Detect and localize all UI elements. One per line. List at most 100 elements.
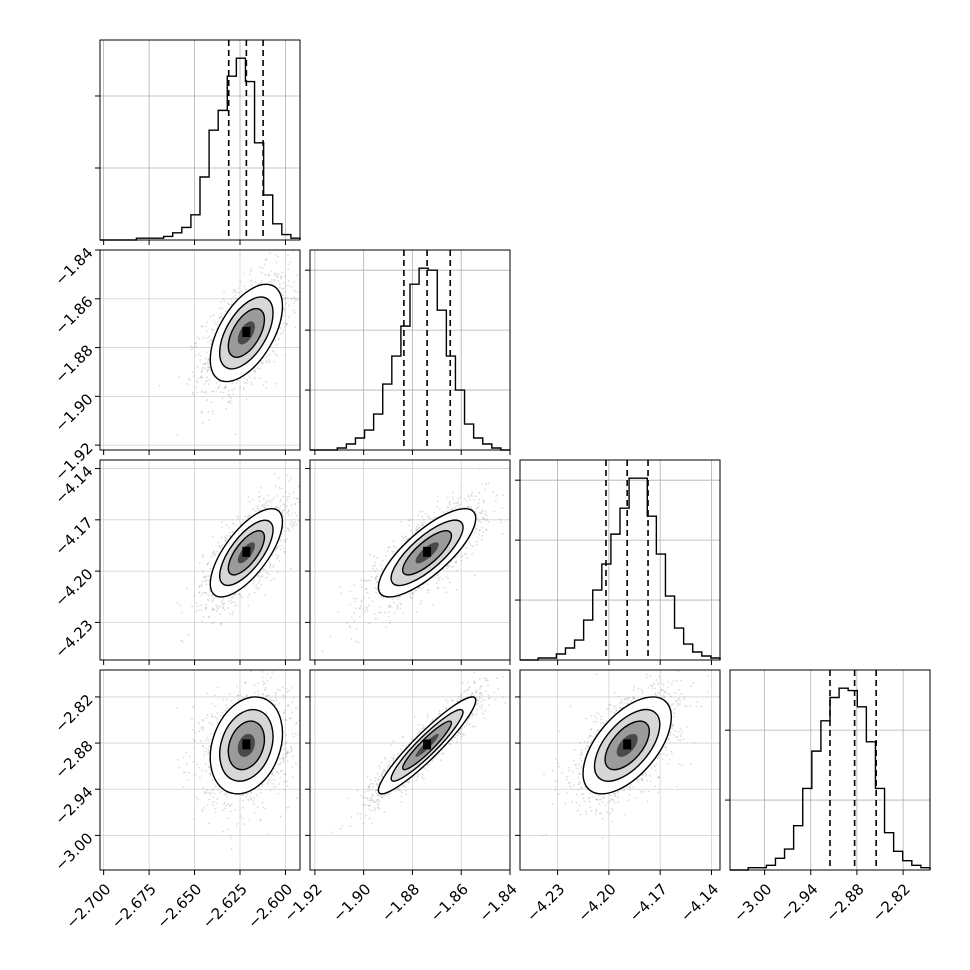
- sample-point: [208, 615, 211, 618]
- sample-point: [197, 605, 200, 607]
- sample-point: [284, 354, 287, 356]
- sample-point: [290, 298, 293, 300]
- sample-point: [367, 604, 370, 607]
- sample-point: [261, 671, 264, 673]
- sample-point: [273, 577, 276, 580]
- sample-point: [433, 516, 436, 519]
- sample-point: [187, 633, 190, 636]
- sample-point: [288, 530, 291, 532]
- sample-point: [207, 616, 210, 619]
- sample-point: [257, 496, 260, 499]
- sample-point: [240, 596, 243, 599]
- sample-point: [485, 514, 488, 517]
- sample-point: [277, 273, 280, 276]
- sample-point: [258, 491, 261, 493]
- sample-point: [182, 756, 185, 759]
- sample-point: [260, 280, 263, 282]
- sample-point: [436, 495, 439, 498]
- sample-point: [208, 822, 210, 825]
- sample-point: [426, 583, 429, 586]
- sample-point: [245, 792, 248, 795]
- sample-point: [456, 502, 459, 505]
- sample-point: [280, 332, 283, 335]
- sample-point: [250, 792, 253, 795]
- sample-point: [224, 539, 227, 542]
- sample-point: [446, 567, 449, 570]
- sample-point: [358, 607, 361, 610]
- sample-point: [219, 316, 222, 319]
- sample-point: [385, 554, 387, 557]
- sample-point: [264, 259, 267, 262]
- sample-point: [209, 738, 212, 741]
- sample-point: [220, 313, 223, 315]
- sample-point: [208, 599, 210, 602]
- sample-point: [365, 579, 368, 582]
- sample-point: [206, 370, 209, 373]
- sample-point: [276, 276, 279, 278]
- sample-point: [222, 809, 225, 812]
- sample-point: [230, 396, 232, 399]
- sample-point: [279, 500, 282, 503]
- sample-point: [282, 503, 285, 505]
- sample-point: [236, 603, 238, 606]
- sample-point: [353, 620, 356, 623]
- sample-point: [284, 719, 287, 721]
- sample-point: [271, 349, 274, 352]
- sample-point: [197, 352, 200, 355]
- sample-point: [419, 526, 422, 529]
- sample-point: [211, 600, 214, 603]
- sample-point: [197, 608, 200, 611]
- sample-point: [372, 567, 374, 570]
- sample-point: [293, 311, 296, 314]
- sample-point: [222, 599, 225, 601]
- sample-point: [279, 770, 282, 773]
- sample-point: [261, 575, 264, 578]
- sample-point: [466, 557, 469, 560]
- sample-point: [212, 608, 215, 611]
- sample-point: [435, 506, 438, 508]
- sample-point: [223, 387, 226, 390]
- sample-point: [205, 606, 208, 609]
- sample-point: [228, 394, 230, 397]
- sample-point: [200, 410, 203, 413]
- sample-point: [191, 371, 194, 373]
- sample-point: [247, 604, 250, 607]
- sample-point: [285, 495, 288, 498]
- sample-point: [478, 529, 481, 532]
- sample-point: [376, 575, 379, 578]
- sample-point: [230, 602, 232, 604]
- sample-point: [209, 339, 212, 342]
- sample-point: [227, 401, 230, 404]
- sample-point: [209, 315, 212, 318]
- sample-point: [231, 389, 234, 392]
- sample-point: [420, 524, 423, 527]
- sample-point: [409, 519, 412, 521]
- sample-point: [248, 799, 250, 802]
- sample-point: [353, 584, 356, 587]
- sample-point: [477, 502, 480, 504]
- sample-point: [284, 290, 287, 293]
- sample-point: [202, 576, 205, 579]
- sample-point: [390, 605, 392, 608]
- sample-point: [264, 686, 267, 689]
- grid-lines: [100, 40, 300, 240]
- sample-point: [284, 551, 286, 554]
- sample-point: [178, 766, 181, 769]
- sample-point: [206, 321, 209, 324]
- sample-point: [369, 553, 372, 556]
- sample-point: [270, 270, 273, 273]
- sample-point: [374, 576, 377, 579]
- sample-point: [415, 529, 418, 532]
- sample-point: [275, 343, 278, 346]
- sample-point: [374, 587, 377, 590]
- sample-point: [219, 547, 221, 549]
- sample-point: [284, 747, 287, 750]
- sample-point: [267, 573, 270, 576]
- sample-point: [202, 591, 204, 594]
- sample-point: [228, 527, 231, 529]
- sample-point: [282, 711, 285, 714]
- sample-point: [290, 504, 293, 507]
- sample-point: [266, 504, 269, 507]
- sample-point: [192, 391, 194, 394]
- sample-point: [215, 596, 217, 599]
